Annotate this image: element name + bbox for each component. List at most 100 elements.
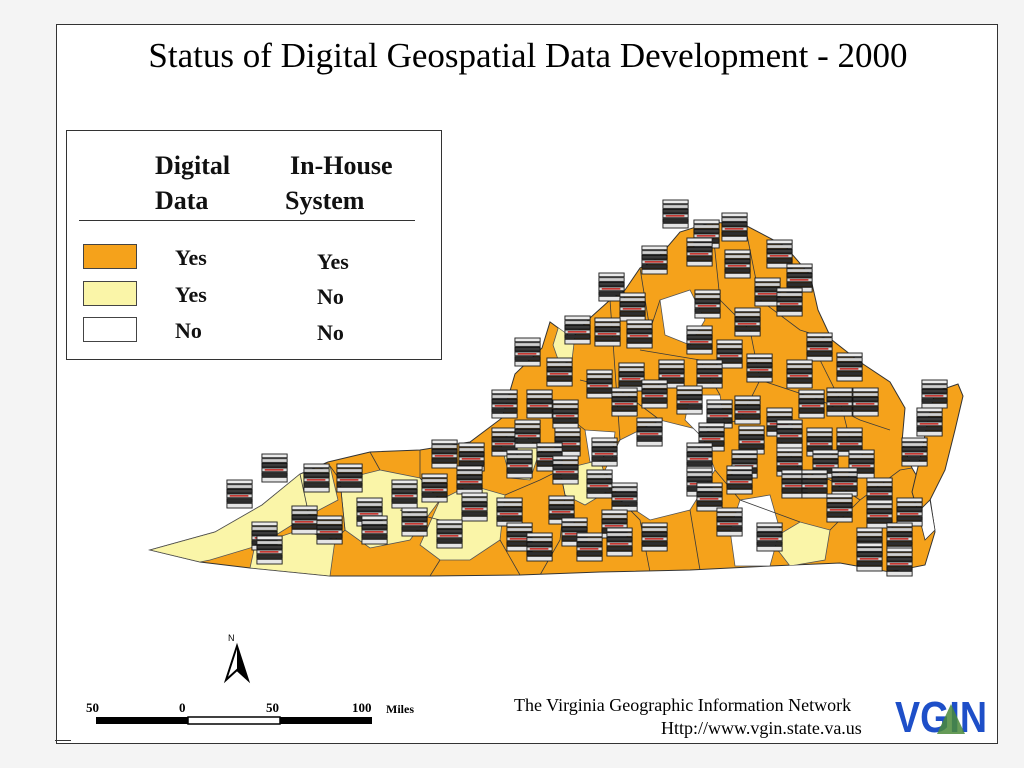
computer-stack-icon — [826, 493, 853, 523]
computer-stack-icon — [391, 479, 418, 509]
north-label: N — [228, 633, 235, 643]
computer-stack-icon — [826, 387, 853, 417]
computer-stack-icon — [734, 395, 761, 425]
legend-heading-system-2: System — [285, 186, 365, 215]
scale-unit: Miles — [386, 702, 414, 716]
computer-stack-icon — [641, 522, 668, 552]
computer-stack-icon — [916, 407, 943, 437]
computer-stack-icon — [436, 519, 463, 549]
computer-stack-icon — [786, 359, 813, 389]
computer-stack-icon — [676, 385, 703, 415]
computer-stack-icon — [662, 199, 689, 229]
computer-stack-icon — [226, 479, 253, 509]
credit-organization: The Virginia Geographic Information Netw… — [514, 695, 852, 715]
computer-stack-icon — [261, 453, 288, 483]
computer-stack-icon — [901, 437, 928, 467]
computer-stack-icon — [776, 419, 803, 449]
computer-stack-icon — [591, 437, 618, 467]
computer-stack-icon — [594, 317, 621, 347]
computer-stack-icon — [724, 249, 751, 279]
computer-stack-icon — [586, 369, 613, 399]
computer-stack-icon — [496, 497, 523, 527]
legend-system-1: No — [317, 284, 344, 309]
computer-stack-icon — [641, 379, 668, 409]
computer-stack-icon — [361, 515, 388, 545]
scale-bar — [96, 716, 372, 725]
computer-stack-icon — [721, 212, 748, 242]
computer-stack-icon — [611, 387, 638, 417]
computer-stack-icon — [456, 465, 483, 495]
computer-stack-icon — [801, 469, 828, 499]
computer-stack-icon — [626, 319, 653, 349]
computer-stack-icon — [636, 417, 663, 447]
computer-stack-icon — [798, 389, 825, 419]
computer-stack-icon — [716, 507, 743, 537]
legend-digital-1: Yes — [175, 282, 207, 307]
map-legend: Digital Data In-House System Yes Yes Yes… — [66, 130, 442, 360]
computer-stack-icon — [686, 237, 713, 267]
computer-stack-icon — [552, 399, 579, 429]
computer-stack-icon — [586, 469, 613, 499]
computer-stack-icon — [886, 547, 913, 577]
computer-stack-icon — [491, 389, 518, 419]
computer-stack-icon — [316, 515, 343, 545]
scale-label-0: 50 — [86, 700, 99, 715]
scale-label-3: 100 — [352, 700, 372, 715]
computer-stack-icon — [754, 277, 781, 307]
legend-digital-0: Yes — [175, 245, 207, 270]
computer-stack-icon — [756, 522, 783, 552]
computer-stack-icon — [611, 482, 638, 512]
computer-stack-icon — [564, 315, 591, 345]
computer-stack-icon — [576, 532, 603, 562]
computer-stack-icon — [303, 463, 330, 493]
computer-stack-icon — [514, 419, 541, 449]
north-arrow-icon — [223, 642, 251, 684]
computer-stack-icon — [896, 497, 923, 527]
computer-stack-icon — [619, 292, 646, 322]
legend-heading-digital-2: Data — [155, 186, 209, 215]
corner-mark — [55, 740, 71, 741]
computer-stack-icon — [506, 449, 533, 479]
computer-stack-icon — [514, 337, 541, 367]
computer-stack-icon — [856, 542, 883, 572]
computer-stack-icon — [694, 289, 721, 319]
computer-stack-icon — [641, 245, 668, 275]
computer-stack-icon — [806, 332, 833, 362]
computer-stack-icon — [831, 467, 858, 497]
computer-stack-icon — [336, 463, 363, 493]
legend-digital-2: No — [175, 318, 202, 343]
map-title: Status of Digital Geospatial Data Develo… — [148, 36, 908, 75]
computer-stack-icon — [526, 389, 553, 419]
computer-stack-icon — [686, 442, 713, 472]
computer-stack-icon — [776, 287, 803, 317]
computer-stack-icon — [606, 527, 633, 557]
computer-stack-icon — [256, 535, 283, 565]
legend-heading-system-1: In-House — [290, 151, 393, 180]
computer-stack-icon — [852, 387, 879, 417]
computer-stack-icon — [734, 307, 761, 337]
computer-stack-icon — [546, 357, 573, 387]
credit-url: Http://www.vgin.state.va.us — [661, 718, 862, 738]
computer-stack-icon — [696, 359, 723, 389]
legend-system-0: Yes — [317, 249, 349, 274]
computer-stack-icon — [431, 439, 458, 469]
scale-label-1: 0 — [179, 700, 186, 715]
computer-stack-icon — [526, 532, 553, 562]
computer-stack-icon — [886, 522, 913, 552]
computer-stack-icon — [421, 473, 448, 503]
computer-stack-icon — [461, 492, 488, 522]
computer-stack-icon — [552, 455, 579, 485]
computer-stack-icon — [726, 465, 753, 495]
legend-heading-digital-1: Digital — [155, 151, 231, 180]
vgin-logo: VGIN — [895, 693, 987, 736]
legend-swatch-white — [83, 317, 137, 342]
legend-swatch-orange — [83, 244, 137, 269]
computer-stack-icon — [696, 482, 723, 512]
legend-divider — [79, 220, 415, 221]
computer-stack-icon — [836, 352, 863, 382]
computer-stack-icon — [401, 507, 428, 537]
scale-label-2: 50 — [266, 700, 279, 715]
computer-stack-icon — [686, 325, 713, 355]
computer-stack-icon — [618, 362, 645, 392]
